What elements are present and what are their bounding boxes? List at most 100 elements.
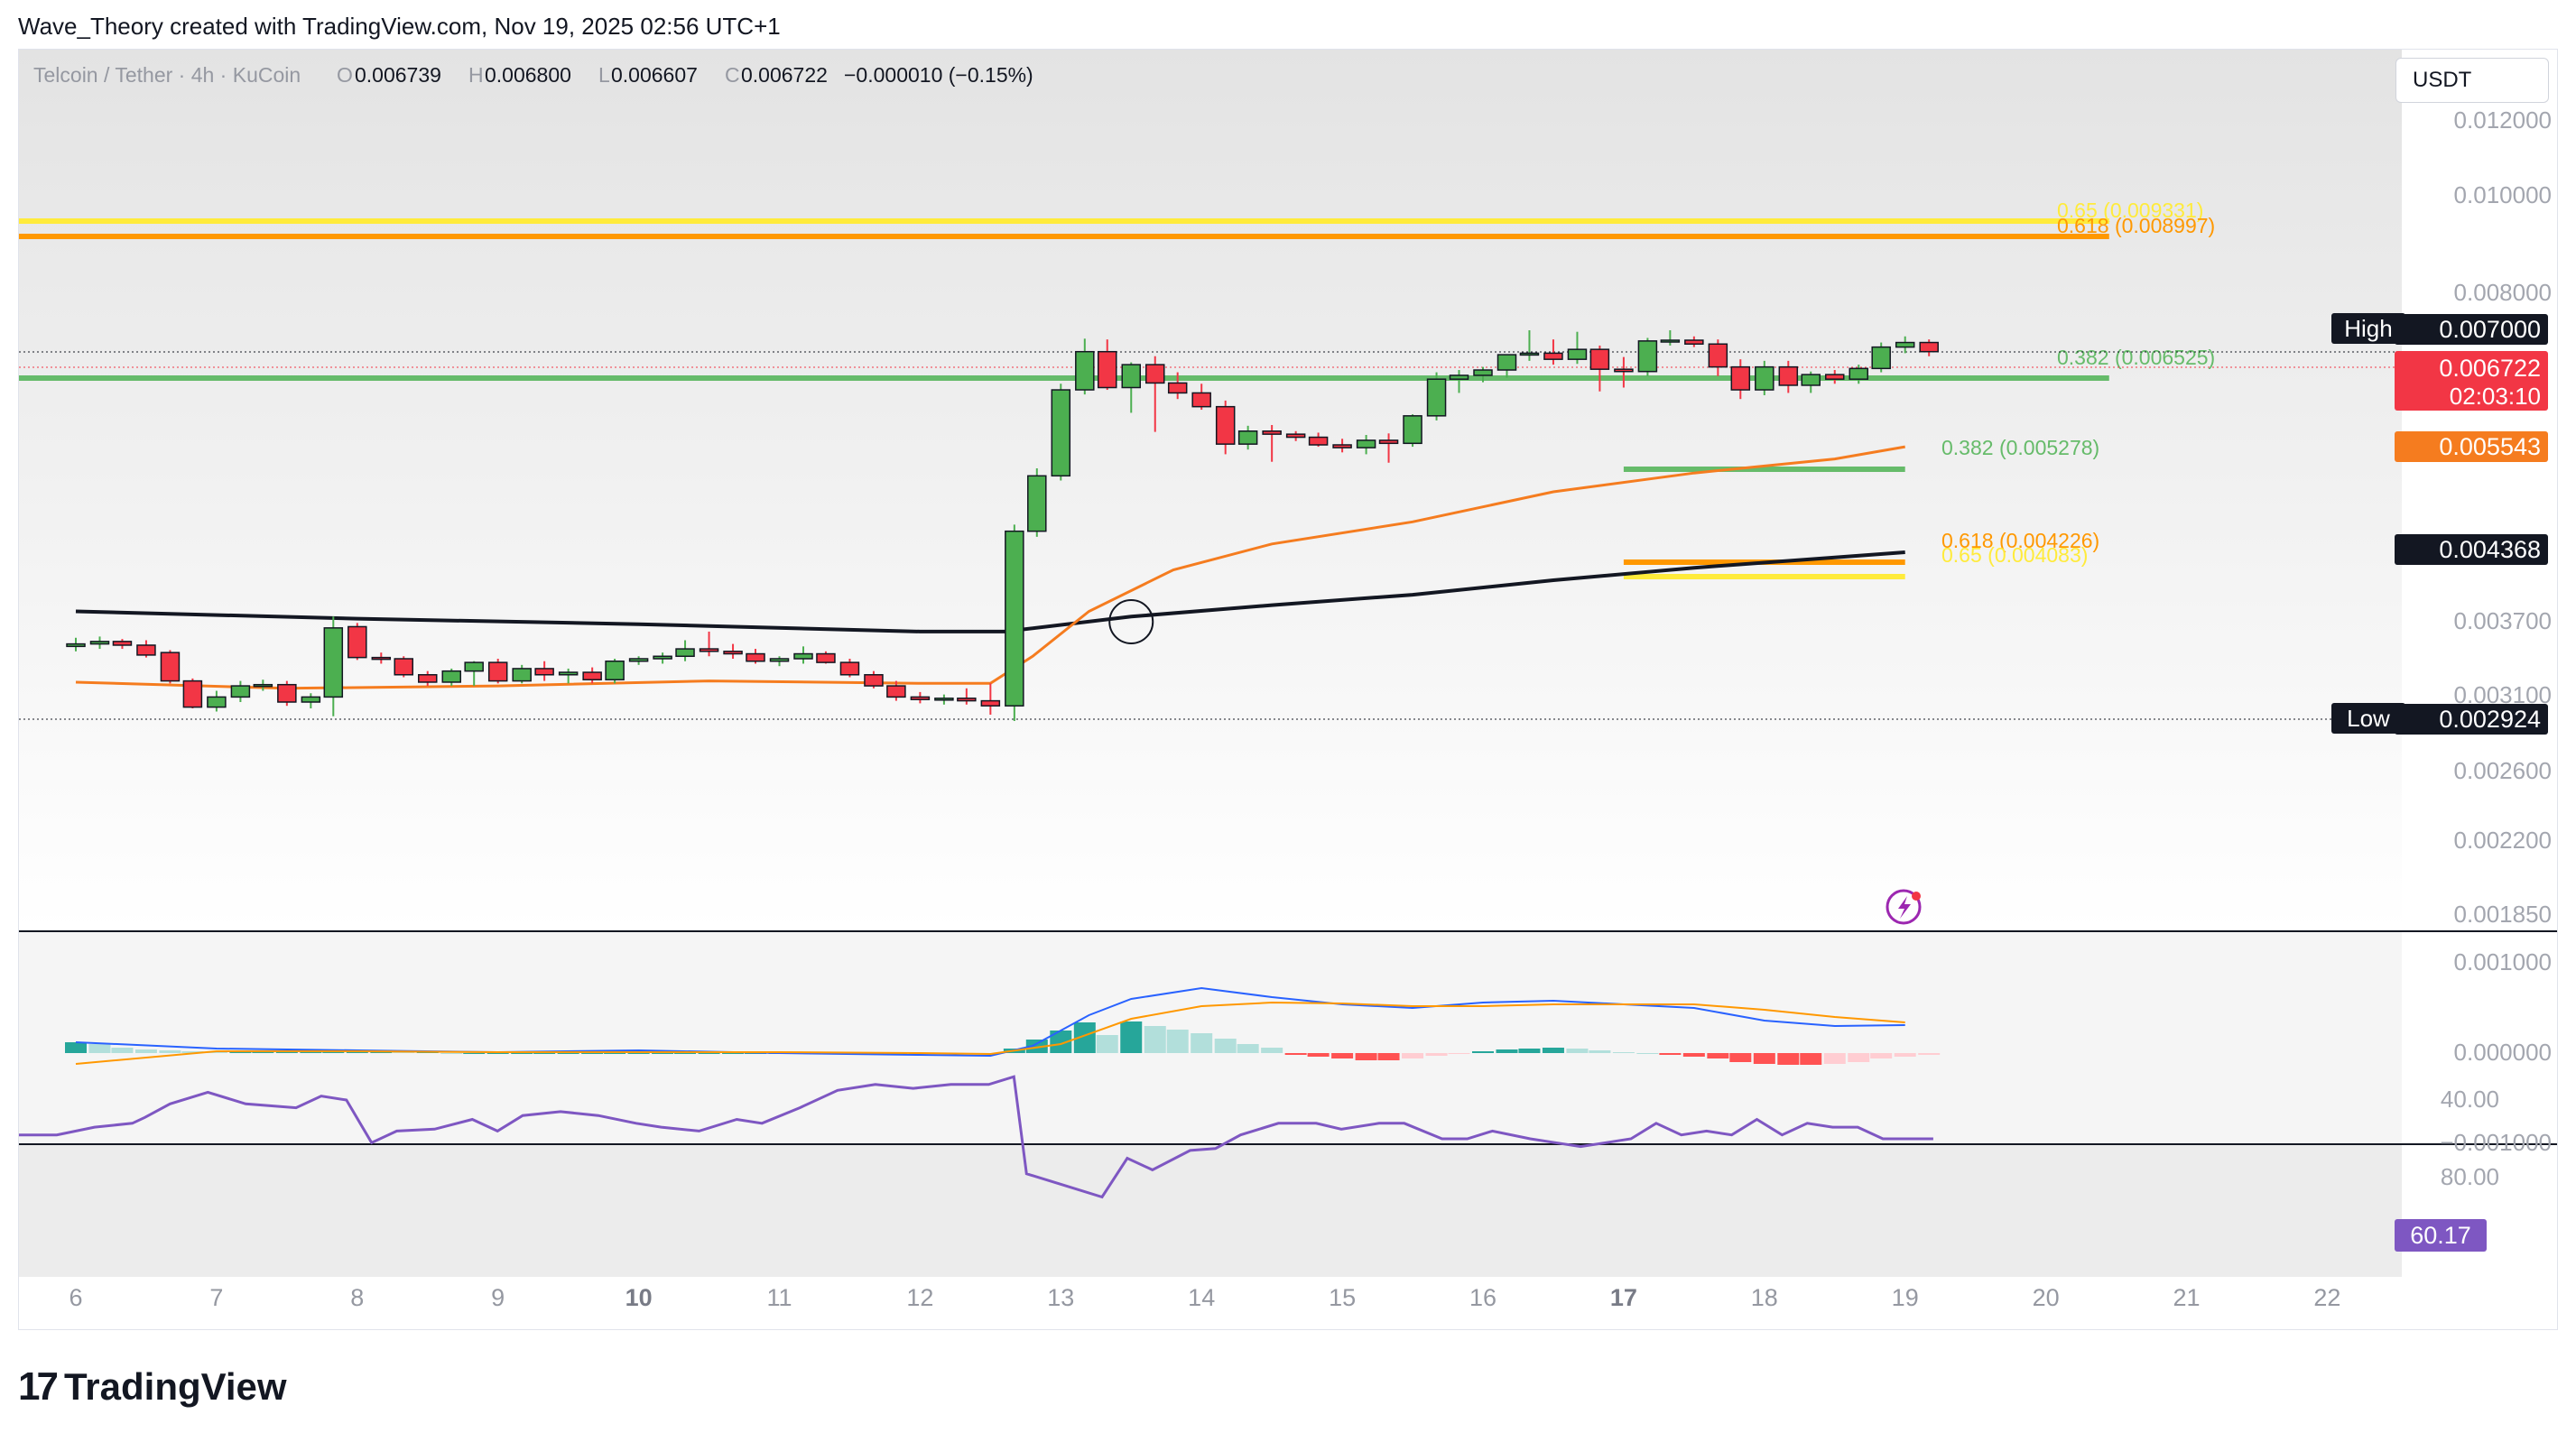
macd-histogram-bar <box>698 1053 720 1054</box>
high-value-label: 0.007000 <box>2439 316 2541 343</box>
candle-9 <box>277 680 297 707</box>
macd-histogram-bar <box>1682 1053 1705 1057</box>
chart-frame[interactable]: Telcoin / Tether · 4h · KuCoin O 0.006739 H… <box>18 49 2558 1330</box>
candle-body <box>136 644 156 656</box>
candle-59 <box>1449 370 1469 393</box>
currency-button[interactable]: USDT <box>2395 58 2549 103</box>
candle-body <box>1708 343 1728 368</box>
macd-histogram-bar <box>1496 1049 1518 1053</box>
candle-body <box>1167 382 1188 394</box>
high-value-label-bg <box>2395 314 2548 345</box>
candle-39 <box>980 683 1001 715</box>
candle-body <box>769 658 790 662</box>
macd-histogram-bar <box>1307 1053 1330 1057</box>
time-axis-tick: 17 <box>1610 1284 1637 1311</box>
candle-48 <box>1191 384 1211 411</box>
candle-12 <box>347 623 367 661</box>
candle-body <box>1262 430 1282 435</box>
candle-4 <box>160 650 181 684</box>
macd-histogram-bar <box>1425 1053 1448 1056</box>
macd-histogram-bar <box>604 1053 626 1054</box>
candle-body <box>1919 341 1939 353</box>
macd-histogram-bar <box>1753 1053 1775 1064</box>
candle-3 <box>136 640 156 658</box>
macd-histogram-bar <box>1237 1044 1259 1053</box>
candle-49 <box>1215 400 1236 455</box>
candle-body <box>910 696 931 700</box>
macd-histogram-bar <box>1096 1035 1118 1053</box>
macd-histogram-bar <box>1025 1040 1048 1053</box>
fib-label-mid-382: 0.382 (0.005278) <box>1941 436 2099 459</box>
macd-histogram-bar <box>1566 1049 1589 1053</box>
fib-label-mid-65: 0.65 (0.004083) <box>1941 543 2088 567</box>
legend-h-label: H <box>468 63 484 87</box>
chart-credit: Wave_Theory created with TradingView.com… <box>18 13 781 40</box>
tradingview-logo-icon: 17 <box>18 1364 59 1409</box>
candle-37 <box>934 694 954 705</box>
macd-histogram-bar <box>1612 1052 1635 1053</box>
candle-body <box>886 685 906 698</box>
macd-histogram-bar <box>111 1048 134 1053</box>
fib-label-top-382: 0.382 (0.006525) <box>2057 346 2215 369</box>
candle-body <box>1849 367 1869 380</box>
candle-54 <box>1332 439 1352 453</box>
macd-histogram-bar <box>1261 1048 1283 1053</box>
macd-histogram-bar <box>1659 1053 1682 1055</box>
candle-body <box>793 652 813 660</box>
candle-22 <box>582 667 602 684</box>
candle-body <box>418 674 438 683</box>
candle-body <box>464 661 484 672</box>
candle-body <box>1825 374 1845 380</box>
macd-histogram-bar <box>181 1051 204 1053</box>
candle-body <box>1543 352 1563 360</box>
macd-histogram-bar <box>1870 1053 1893 1058</box>
candle-body <box>816 652 836 663</box>
alert-dot-icon <box>1912 892 1921 901</box>
candle-body <box>1356 439 1376 448</box>
chart-svg[interactable]: Telcoin / Tether · 4h · KuCoin O 0.006739 H… <box>19 50 2558 1330</box>
macd-histogram-bar <box>1120 1021 1143 1053</box>
candle-body <box>723 651 743 655</box>
alert-badge-icon <box>1886 889 1922 925</box>
candle-body <box>1519 352 1540 356</box>
candle-60 <box>1473 366 1493 383</box>
candle-body <box>1215 405 1236 445</box>
candle-42 <box>1051 384 1071 481</box>
macd-histogram-bar <box>1518 1049 1541 1053</box>
candle-69 <box>1684 336 1704 347</box>
candle-33 <box>839 659 860 678</box>
candle-body <box>253 683 273 688</box>
candle-body <box>839 661 860 676</box>
macd-histogram-bar <box>322 1052 345 1053</box>
macd-histogram-bar <box>557 1053 579 1054</box>
macd-histogram-bar <box>1729 1053 1752 1062</box>
macd-histogram-bar <box>1191 1033 1213 1053</box>
candle-41 <box>1027 468 1047 537</box>
macd-histogram-bar <box>1377 1053 1400 1060</box>
candle-24 <box>628 656 649 665</box>
candle-body <box>1449 374 1469 380</box>
low-value-label: 0.002924 <box>2439 706 2541 733</box>
time-axis-tick: 10 <box>625 1284 653 1311</box>
candle-body <box>1403 415 1422 445</box>
time-axis-tick: 15 <box>1329 1284 1356 1311</box>
candle-body <box>653 655 672 660</box>
macd-histogram-bar <box>1777 1053 1800 1065</box>
footer-brand: TradingView <box>63 1365 287 1408</box>
candle-40 <box>1005 524 1024 721</box>
macd-histogram-bar <box>134 1049 157 1053</box>
macd-histogram-bar <box>486 1053 509 1054</box>
candle-65 <box>1589 345 1610 392</box>
candle-28 <box>723 643 743 659</box>
macd-histogram-bar <box>1848 1053 1870 1062</box>
candle-57 <box>1403 414 1422 448</box>
price-axis-tick: 0.012000 <box>2454 106 2552 134</box>
candle-38 <box>957 688 977 705</box>
candle-8 <box>253 679 273 691</box>
legend-c-value: 0.006722 <box>741 63 828 87</box>
macd-signal-line <box>75 1001 1905 1065</box>
candle-66 <box>1614 356 1634 388</box>
fib-label-top-65: 0.65 (0.009331) <box>2057 199 2203 222</box>
candle-77 <box>1871 342 1891 373</box>
ema50-value-label-bg <box>2395 431 2548 462</box>
